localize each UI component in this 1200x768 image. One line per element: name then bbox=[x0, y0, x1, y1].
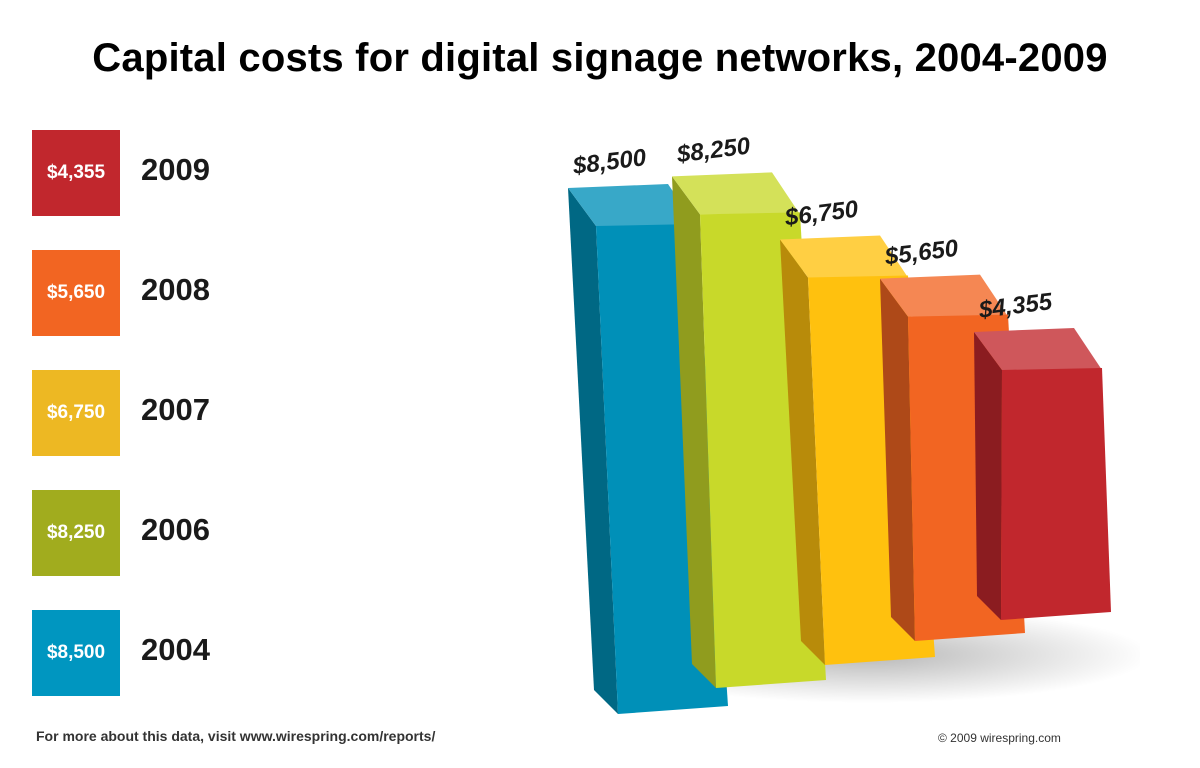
legend-year: 2004 bbox=[141, 632, 210, 667]
legend-swatch: $6,750 bbox=[32, 370, 120, 456]
bar-side-face bbox=[974, 331, 1002, 620]
bar-top-face bbox=[568, 184, 696, 226]
bar-value-label-2007: $6,750 bbox=[782, 196, 860, 232]
bar-top-face bbox=[672, 172, 800, 215]
bar-value-label-2006: $8,250 bbox=[674, 132, 752, 168]
legend-item-2008: $5,650 2008 bbox=[32, 250, 352, 338]
legend-year: 2008 bbox=[141, 272, 210, 307]
legend-item-2009: $4,355 2009 bbox=[32, 130, 352, 218]
bar-2009 bbox=[974, 327, 1111, 620]
bar-side-face bbox=[880, 278, 915, 641]
legend-swatch: $4,355 bbox=[32, 130, 120, 216]
bar-front-face bbox=[1001, 367, 1111, 620]
bar-value-label-2008: $5,650 bbox=[882, 235, 960, 271]
bar-top-face bbox=[780, 235, 908, 278]
legend-item-2006: $8,250 2006 bbox=[32, 490, 352, 578]
legend-year: 2006 bbox=[141, 512, 210, 547]
bar-chart: $8,500 $8,250$6,750$5,650$4,355 bbox=[568, 132, 1140, 714]
legend-item-2004: $8,500 2004 bbox=[32, 610, 352, 698]
bar-top-face bbox=[880, 274, 1008, 317]
chart-title: Capital costs for digital signage networ… bbox=[92, 36, 1108, 80]
legend-swatch: $8,250 bbox=[32, 490, 120, 576]
legend-swatch: $5,650 bbox=[32, 250, 120, 336]
bar-value-label-2004: $8,500 bbox=[570, 144, 648, 180]
bar-side-face bbox=[672, 176, 716, 688]
bar-side-face bbox=[568, 188, 618, 714]
legend-swatch: $8,500 bbox=[32, 610, 120, 696]
bar-top-face bbox=[974, 327, 1102, 370]
legend-year: 2007 bbox=[141, 392, 210, 427]
source-note: For more about this data, visit www.wire… bbox=[36, 728, 436, 744]
legend-year: 2009 bbox=[141, 152, 210, 187]
legend-item-2007: $6,750 2007 bbox=[32, 370, 352, 458]
bar-side-face bbox=[780, 239, 825, 665]
copyright: © 2009 wirespring.com bbox=[938, 731, 1061, 745]
